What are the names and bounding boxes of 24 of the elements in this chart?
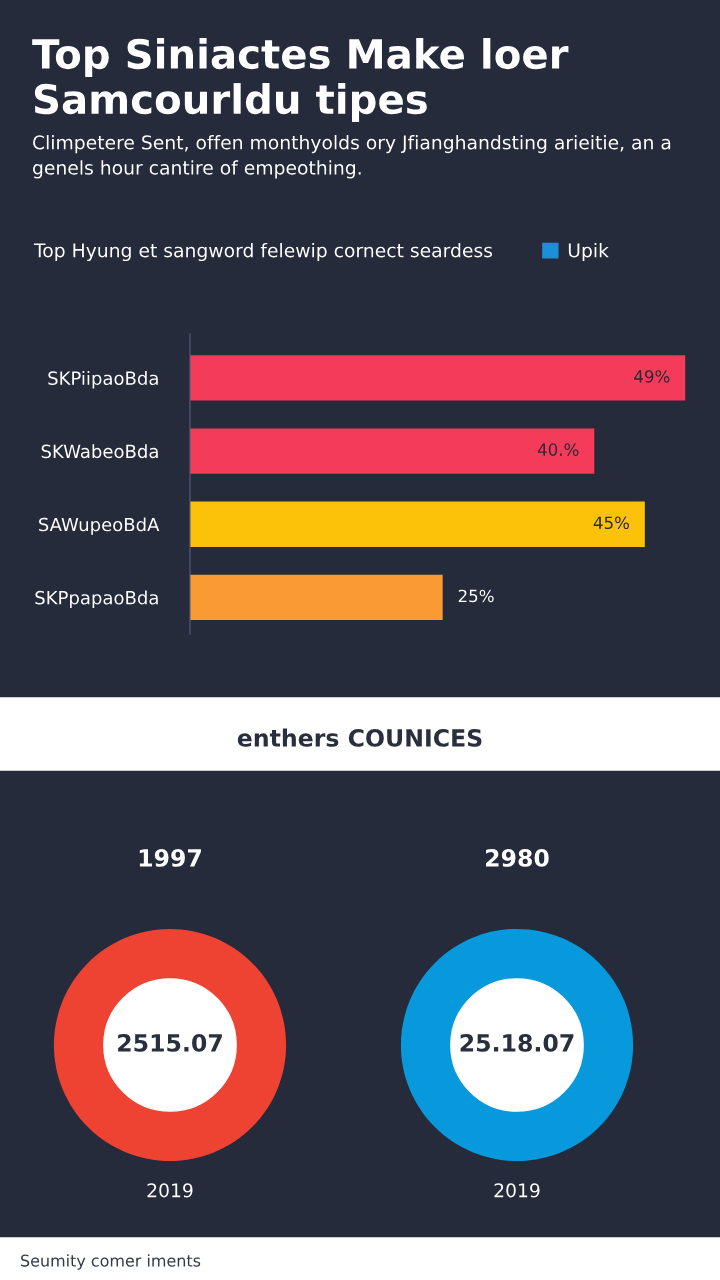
y-tick-label: SKPpapaoBda (35, 590, 158, 609)
chart-title: 1997 (139, 849, 201, 867)
text: 2515.07 (118, 1033, 222, 1052)
y-tick-label: SAWupeoBdA (39, 517, 160, 535)
data-label: 49% (634, 370, 670, 383)
data-label: 25% (458, 589, 494, 603)
data-label: 45% (593, 516, 630, 530)
text: 25.18.07 (460, 1033, 574, 1052)
chart-title: 2980 (486, 848, 549, 867)
bar (190, 501, 645, 547)
text: Seumity comer iments (21, 1254, 201, 1270)
data-label: 40.% (537, 443, 579, 456)
y-tick-label: SKPiipaoBda (48, 371, 158, 389)
bar (190, 574, 443, 621)
text: 2019 (147, 1183, 193, 1198)
text: Upik (568, 242, 609, 262)
bar (190, 355, 686, 401)
text: Top Hyung et sangword felewip cornect seardess (33, 242, 493, 262)
chart-subtitle: Climpetere Sent, offen monthyolds ory Jfianghandsting arieitie, an a genels hour cantire of empeothing. (33, 135, 671, 179)
bar (190, 428, 595, 474)
text: enthers COUNICES (237, 728, 482, 747)
y-tick-label: SKWabeoBda (41, 444, 158, 459)
chart-title: Top Siniactes Make loer Samcourldu tipes (32, 38, 569, 123)
text: 2019 (494, 1183, 540, 1198)
